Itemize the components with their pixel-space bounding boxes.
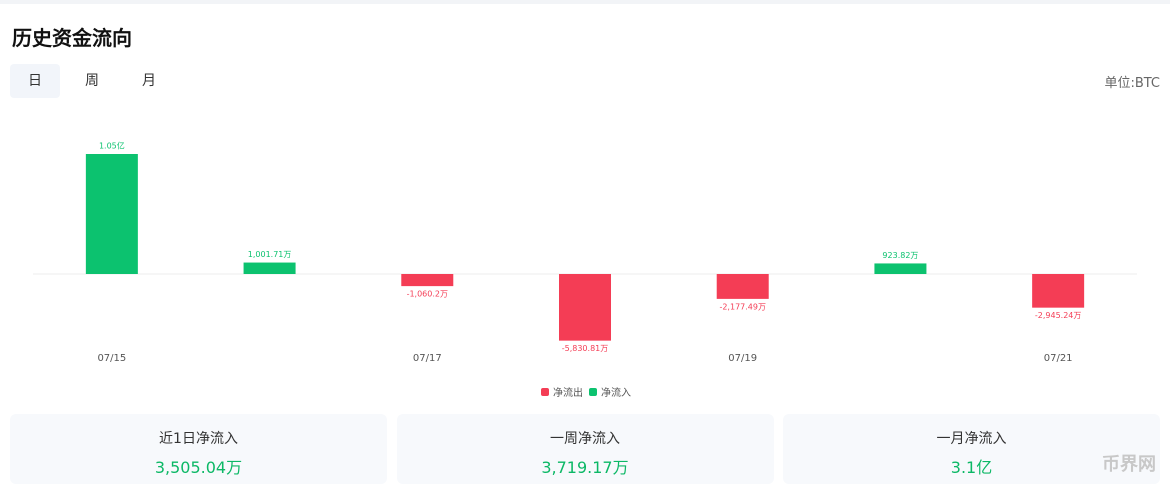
bar [1032, 274, 1085, 308]
summary-card: 一周净流入 3,719.17万 [396, 414, 774, 484]
legend-label: 净流入 [601, 386, 631, 399]
x-tick-label: 07/17 [413, 353, 442, 364]
card-label: 近1日净流入 [159, 431, 238, 447]
summary-card: 一月净流入 3.1亿 [783, 414, 1160, 484]
card-label: 一周净流入 [550, 431, 620, 447]
card-value: 3.1亿 [950, 458, 993, 477]
summary-card: 近1日净流入 3,505.04万 [10, 414, 387, 484]
bar [401, 274, 454, 287]
watermark: 币界网 [1102, 454, 1156, 475]
title: 历史资金流向 [12, 26, 132, 50]
data-label: -2,177.49万 [719, 302, 766, 311]
top-strip [0, 0, 1170, 4]
chart: 07/15 07/17 07/19 07/21 1.05亿 1,001.71万 -1,060… [33, 141, 1137, 399]
unit: 单位:BTC [1104, 76, 1160, 91]
x-tick-label: 07/21 [1044, 353, 1073, 364]
card-value: 3,719.17万 [541, 458, 629, 477]
card-label: 一月净流入 [936, 431, 1007, 447]
bar [716, 274, 769, 299]
data-label: -5,830.81万 [562, 344, 609, 353]
bar [243, 262, 296, 274]
data-label: 1,001.71万 [248, 250, 292, 259]
x-tick-label: 07/19 [728, 353, 757, 364]
x-tick-label: 07/15 [97, 353, 126, 364]
bar [559, 274, 611, 341]
card-value: 3,505.04万 [154, 458, 243, 477]
data-label: -2,945.24万 [1035, 311, 1082, 320]
tab[interactable]: 周 [85, 73, 99, 89]
tab[interactable]: 日 [10, 64, 60, 98]
data-label: 1.05亿 [99, 141, 125, 151]
legend-swatch [589, 388, 597, 396]
bar [85, 154, 138, 274]
bar [874, 263, 927, 274]
legend-swatch [541, 388, 549, 396]
data-label: 923.82万 [882, 251, 918, 260]
data-label: -1,060.2万 [407, 290, 448, 299]
legend-label: 净流出 [553, 386, 583, 399]
tab[interactable]: 月 [142, 73, 156, 89]
